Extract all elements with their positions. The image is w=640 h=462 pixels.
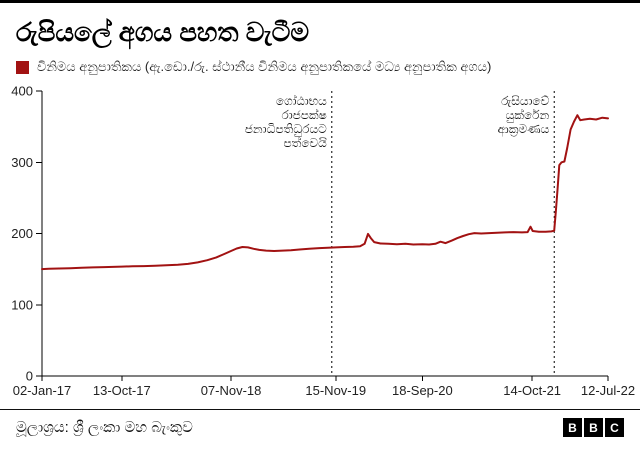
page-title: රුපියලේ අගය පහත වැටීම bbox=[16, 17, 310, 47]
x-tick-label: 02-Jan-17 bbox=[13, 383, 72, 398]
footer: මූලාශ්‍රය: ශ්‍රී ලංකා මහ බැංකුව B B C bbox=[16, 418, 624, 437]
annotation-text: රුසියාවේ bbox=[501, 94, 549, 108]
x-tick-label: 12-Jul-22 bbox=[581, 383, 635, 398]
bbc-logo: B B C bbox=[563, 418, 624, 437]
x-tick-label: 14-Oct-21 bbox=[503, 383, 561, 398]
annotation-text: ගෝඨාභය bbox=[276, 94, 327, 108]
bbc-logo-letter: B bbox=[563, 418, 582, 437]
x-tick-label: 07-Nov-18 bbox=[201, 383, 262, 398]
series-line bbox=[41, 114, 609, 271]
annotation-text: ආක්‍රමණය bbox=[498, 122, 550, 137]
y-tick-label: 300 bbox=[11, 155, 33, 170]
legend-swatch-icon bbox=[16, 60, 29, 74]
annotation-text: යුක්රේන bbox=[506, 108, 550, 123]
y-tick-label: 0 bbox=[26, 369, 33, 384]
y-tick-label: 100 bbox=[11, 297, 33, 312]
bbc-logo-letter: B bbox=[584, 418, 603, 437]
y-tick-label: 200 bbox=[11, 226, 33, 241]
x-tick-label: 13-Oct-17 bbox=[93, 383, 151, 398]
source-text: මූලාශ්‍රය: ශ්‍රී ලංකා මහ බැංකුව bbox=[16, 419, 193, 436]
line-chart: 0 100 200 300 400 02-Jan-17 13-Oct-17 07-Nov-18… bbox=[11, 84, 635, 399]
annotation-text: ජනාධිපතිධුරයට bbox=[245, 122, 327, 137]
x-tick-label: 18-Sep-20 bbox=[392, 383, 453, 398]
annotation-text: රාජපක්ෂ bbox=[281, 108, 326, 122]
y-tick-label: 400 bbox=[11, 84, 33, 99]
legend: විනිමය අනුපාතිකය (ඇ.ඩො./රු. ස්ථානීය විනි… bbox=[16, 59, 624, 75]
legend-label: විනිමය අනුපාතිකය (ඇ.ඩො./රු. ස්ථානීය විනි… bbox=[37, 59, 492, 74]
footer-divider bbox=[0, 409, 640, 410]
x-tick-label: 15-Nov-19 bbox=[305, 383, 366, 398]
annotation-text: පත්වෙයි bbox=[283, 136, 327, 150]
bbc-logo-letter: C bbox=[605, 418, 624, 437]
